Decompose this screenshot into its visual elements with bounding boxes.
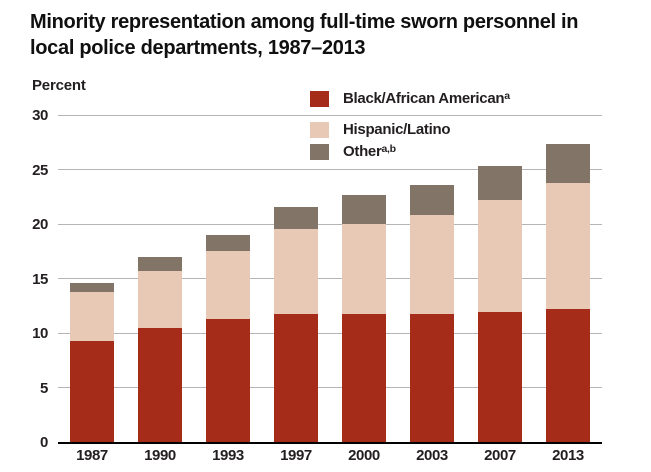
gridline-25 xyxy=(58,169,602,170)
bar-2000-segment-other xyxy=(342,194,386,224)
bar-1987-segment-black-african-american xyxy=(70,340,114,442)
y-tick-label-30: 30 xyxy=(32,107,48,124)
bar-2007-segment-other xyxy=(478,166,522,200)
gridline-15 xyxy=(58,278,602,279)
x-tick-label-1993: 1993 xyxy=(212,447,244,464)
gridline-10 xyxy=(58,332,602,334)
y-tick-label-15: 15 xyxy=(32,270,48,288)
legend-label: Othera,b xyxy=(343,143,396,161)
y-tick-label-0: 0 xyxy=(40,434,48,451)
bar-1997-segment-black-african-american xyxy=(274,314,318,442)
chart-title-line-1: Minority representation among full-time … xyxy=(30,11,579,33)
bar-1990-segment-hispanic-latino xyxy=(138,270,182,328)
legend-item-black-african-american: Black/African Americana xyxy=(310,90,510,108)
legend-swatch-black-african-american xyxy=(310,91,329,107)
bar-2013-segment-hispanic-latino xyxy=(546,182,590,310)
bar-1990-segment-black-african-american xyxy=(138,327,182,442)
bar-2003-segment-hispanic-latino xyxy=(410,215,454,315)
chart-title: Minority representation among full-time … xyxy=(30,9,579,61)
legend-item-other: Othera,b xyxy=(310,143,396,161)
bar-1993-segment-other xyxy=(206,234,250,252)
legend-label-text: Other xyxy=(343,143,382,160)
bar-1987-segment-hispanic-latino xyxy=(70,291,114,341)
bar-1987-segment-other xyxy=(70,282,114,292)
y-tick-label-10: 10 xyxy=(32,325,48,342)
x-tick-label-1990: 1990 xyxy=(144,447,176,464)
legend-footnote-marker: a,b xyxy=(381,143,397,155)
legend-label-text: Black/African American xyxy=(343,90,505,107)
y-tick-label-5: 5 xyxy=(40,379,48,397)
gridline-30 xyxy=(58,114,602,116)
x-tick-label-2013: 2013 xyxy=(552,447,584,464)
legend-footnote-marker: a xyxy=(504,90,510,102)
bar-1993-segment-black-african-american xyxy=(206,318,250,442)
legend-swatch-hispanic-latino xyxy=(310,122,329,138)
bar-2003-segment-other xyxy=(410,184,454,216)
gridline-20 xyxy=(58,223,602,225)
legend-label-text: Hispanic/Latino xyxy=(343,121,451,138)
x-tick-label-1987: 1987 xyxy=(76,447,108,464)
y-tick-label-25: 25 xyxy=(32,161,48,179)
bar-2000-segment-black-african-american xyxy=(342,314,386,442)
y-axis-unit-label: Percent xyxy=(32,77,86,94)
bar-1990-segment-other xyxy=(138,256,182,271)
bar-2013-segment-black-african-american xyxy=(546,309,590,442)
bar-2007-segment-black-african-american xyxy=(478,312,522,442)
x-tick-label-2003: 2003 xyxy=(416,447,448,464)
x-tick-label-2000: 2000 xyxy=(348,447,380,464)
gridline-5 xyxy=(58,387,602,388)
bar-1993-segment-hispanic-latino xyxy=(206,251,250,319)
legend-label: Hispanic/Latino xyxy=(343,121,450,139)
x-tick-label-2007: 2007 xyxy=(484,447,516,464)
legend: Black/African Americana Hispanic/Latino Ot… xyxy=(310,90,590,168)
legend-swatch-other xyxy=(310,144,329,160)
y-tick-label-20: 20 xyxy=(32,216,48,233)
bar-2007-segment-hispanic-latino xyxy=(478,200,522,313)
legend-item-hispanic-latino: Hispanic/Latino xyxy=(310,121,450,139)
x-axis-line xyxy=(58,442,602,444)
legend-label: Black/African Americana xyxy=(343,90,510,108)
chart-title-line-2: local police departments, 1987–2013 xyxy=(30,37,366,59)
bar-2013-segment-other xyxy=(546,144,590,183)
bar-2000-segment-hispanic-latino xyxy=(342,224,386,315)
bar-1997-segment-hispanic-latino xyxy=(274,229,318,315)
x-tick-label-1997: 1997 xyxy=(280,447,312,464)
bar-2003-segment-black-african-american xyxy=(410,314,454,442)
bar-1997-segment-other xyxy=(274,206,318,230)
